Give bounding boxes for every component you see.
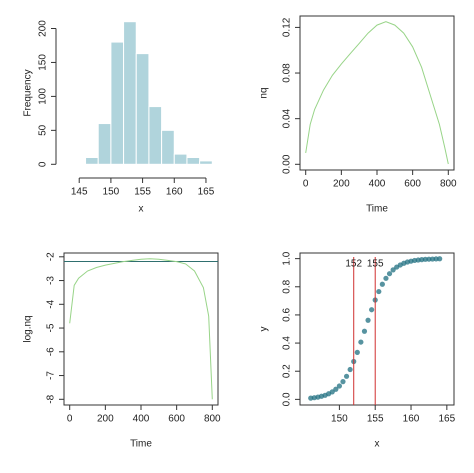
x-tick-label: 600: [168, 414, 185, 425]
x-tick-label: 160: [403, 414, 420, 425]
point: [347, 366, 353, 373]
line: [305, 21, 449, 165]
y-tick-label: 50: [38, 124, 49, 136]
point: [376, 288, 382, 295]
line: [69, 258, 213, 400]
point: [365, 317, 371, 323]
point: [390, 267, 396, 273]
x-tick-label: 160: [166, 187, 183, 198]
y-tick-label: 0.6: [282, 308, 293, 322]
point: [437, 256, 443, 262]
point: [343, 373, 350, 379]
x-tick-label: 165: [438, 414, 455, 425]
y-tick-label: -3: [46, 276, 57, 285]
point: [369, 307, 375, 313]
x-tick-label: 155: [134, 187, 151, 198]
x-tick-label: 800: [440, 179, 457, 190]
y-tick-label: -4: [46, 299, 57, 308]
x-tick-label: 800: [204, 414, 221, 425]
y-axis-label: log.nq: [23, 315, 34, 342]
y-axis-label: nq: [259, 87, 270, 98]
bar: [135, 53, 150, 165]
y-tick-label: 0.00: [282, 154, 293, 174]
bar: [110, 41, 125, 165]
y-tick-label: -6: [46, 347, 57, 356]
plot-box: [63, 252, 219, 406]
x-axis-label: Time: [130, 439, 152, 450]
reference-label: 152: [345, 259, 362, 270]
bar: [186, 157, 201, 165]
x-tick-label: 0: [67, 414, 73, 425]
y-tick-label: 1.0: [282, 251, 293, 265]
y-tick-label: 0.04: [282, 108, 293, 128]
point: [354, 349, 360, 355]
bar: [199, 160, 213, 165]
x-tick-label: 150: [103, 187, 120, 198]
bar: [97, 123, 112, 165]
point: [333, 386, 339, 392]
point: [361, 328, 368, 334]
y-tick-label: 150: [38, 54, 49, 71]
x-tick-label: 600: [404, 179, 421, 190]
x-tick-label: 200: [97, 414, 114, 425]
y-tick-label: -7: [46, 371, 57, 380]
y-tick-label: 100: [38, 88, 49, 105]
reference-label: 155: [367, 259, 384, 270]
point: [336, 383, 342, 389]
plot-box: [299, 252, 455, 406]
y-tick-label: 0.4: [282, 336, 293, 350]
x-tick-label: 400: [369, 179, 386, 190]
x-tick-label: 155: [367, 414, 384, 425]
x-axis-label: Time: [366, 204, 388, 215]
plot-box: [299, 15, 455, 171]
y-tick-label: 0.2: [282, 364, 293, 378]
x-tick-label: 145: [71, 187, 88, 198]
point: [340, 379, 346, 385]
x-tick-label: 400: [133, 414, 150, 425]
point: [386, 271, 393, 277]
y-tick-label: 0.12: [282, 17, 293, 37]
bar: [161, 129, 175, 165]
x-tick-label: 150: [331, 414, 348, 425]
y-tick-label: 0.08: [282, 63, 293, 83]
y-tick-label: -5: [46, 323, 57, 332]
x-axis-label: x: [139, 204, 144, 215]
y-tick-label: 200: [38, 20, 49, 37]
point: [358, 339, 364, 345]
y-axis-label: y: [259, 327, 270, 332]
x-tick-label: 165: [198, 187, 215, 198]
y-tick-label: -2: [46, 252, 57, 261]
y-tick-label: -8: [46, 394, 57, 403]
point: [383, 275, 389, 281]
y-tick-label: 0.8: [282, 279, 293, 293]
point: [329, 389, 335, 395]
bar: [123, 21, 137, 165]
y-tick-label: 0: [38, 161, 49, 167]
x-axis-label: x: [375, 439, 380, 450]
bar: [148, 106, 163, 165]
x-tick-label: 200: [333, 179, 350, 190]
point: [379, 281, 385, 287]
bar: [85, 157, 99, 165]
x-tick-label: 0: [303, 179, 309, 190]
bar: [173, 153, 188, 165]
y-tick-label: 0.0: [282, 392, 293, 406]
y-axis-label: Frequency: [23, 69, 34, 116]
